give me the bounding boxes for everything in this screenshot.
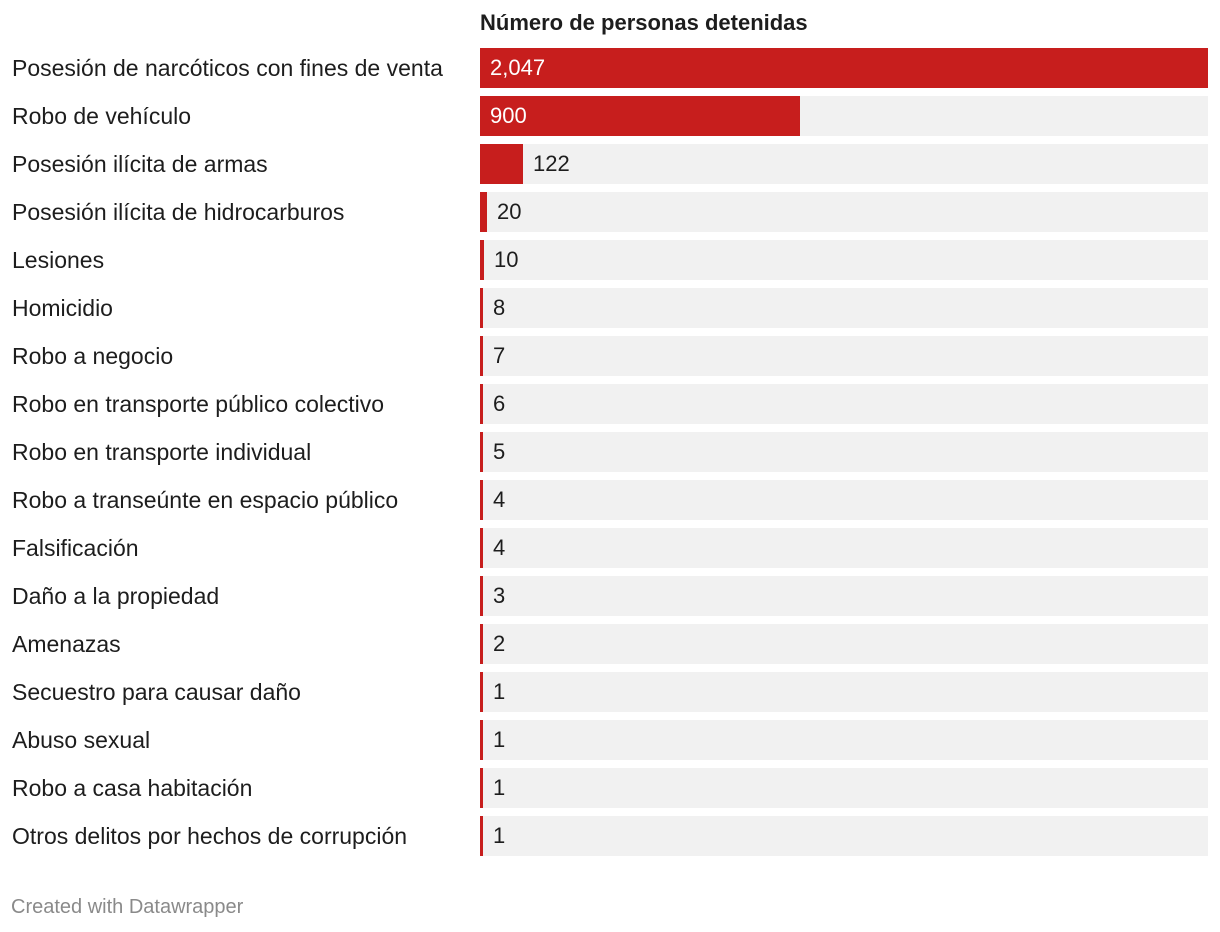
bar-track: 1 [480,720,1208,760]
bar [480,480,483,520]
bar-track: 4 [480,528,1208,568]
value-label: 2,047 [490,55,546,80]
bar [480,624,483,664]
bar-track: 20 [480,192,1208,232]
value-label: 10 [494,247,519,272]
bar [480,48,1208,88]
bar-row: Amenazas 2 [0,624,1220,664]
value-label: 1 [493,727,506,752]
bar-row: Robo de vehículo 900 [0,96,1220,136]
value-label: 3 [493,583,506,608]
category-label: Homicidio [12,295,113,321]
value-label: 2 [493,631,506,656]
category-label: Amenazas [12,631,121,657]
category-label: Robo a casa habitación [12,775,253,801]
bar [480,672,483,712]
bar [480,576,483,616]
value-label: 900 [490,103,527,128]
category-label: Posesión ilícita de armas [12,151,268,177]
category-label: Falsificación [12,535,139,561]
value-label: 122 [533,151,570,176]
bar-track: 1 [480,816,1208,856]
bar [480,528,483,568]
bar-row: Robo a casa habitación 1 [0,768,1220,808]
category-label: Posesión de narcóticos con fines de vent… [12,55,443,81]
bar-row: Robo en transporte público colectivo 6 [0,384,1220,424]
value-label: 4 [493,487,506,512]
bar-row: Abuso sexual 1 [0,720,1220,760]
bar-row: Posesión ilícita de armas 122 [0,144,1220,184]
bar-track: 6 [480,384,1208,424]
footer-credit[interactable]: Created with Datawrapper [11,896,244,918]
bar-track: 1 [480,672,1208,712]
value-label: 1 [493,775,506,800]
bar-row: Robo a transeúnte en espacio público 4 [0,480,1220,520]
bar-row: Posesión de narcóticos con fines de vent… [0,48,1220,88]
bar-track: 2,047 [480,48,1208,88]
bar-track: 8 [480,288,1208,328]
value-label: 8 [493,295,506,320]
bar-track: 900 [480,96,1208,136]
value-label: 4 [493,535,506,560]
category-label: Daño a la propiedad [12,583,220,609]
bar [480,384,483,424]
category-label: Lesiones [12,247,105,273]
bar-track: 5 [480,432,1208,472]
bar-track: 122 [480,144,1208,184]
category-label: Secuestro para causar daño [12,679,301,705]
category-label: Otros delitos por hechos de corrupción [12,823,408,849]
value-label: 7 [493,343,506,368]
category-label: Robo en transporte individual [12,439,312,465]
bar-track: 10 [480,240,1208,280]
bar-track: 7 [480,336,1208,376]
bar [480,720,483,760]
bar [480,816,483,856]
category-label: Robo en transporte público colectivo [12,391,385,417]
value-label: 1 [493,679,506,704]
value-label: 6 [493,391,506,416]
bar [480,192,487,232]
category-label: Abuso sexual [12,727,151,753]
bar [480,768,483,808]
bar-track: 3 [480,576,1208,616]
category-label: Robo a negocio [12,343,174,369]
bar-row: Daño a la propiedad 3 [0,576,1220,616]
bar-track: 1 [480,768,1208,808]
bar-row: Lesiones 10 [0,240,1220,280]
bar [480,336,483,376]
bar-row: Posesión ilícita de hidrocarburos 20 [0,192,1220,232]
bar-track: 2 [480,624,1208,664]
bar-row: Homicidio 8 [0,288,1220,328]
value-label: 5 [493,439,506,464]
value-label: 20 [497,199,522,224]
category-label: Robo a transeúnte en espacio público [12,487,399,513]
bar-row: Falsificación 4 [0,528,1220,568]
category-label: Robo de vehículo [12,103,192,129]
chart-title: Número de personas detenidas [480,10,808,35]
bar [480,240,484,280]
bar-track: 4 [480,480,1208,520]
bar-row: Robo en transporte individual 5 [0,432,1220,472]
bar-row: Otros delitos por hechos de corrupción 1 [0,816,1220,856]
value-label: 1 [493,823,506,848]
bar [480,144,523,184]
bar-row: Robo a negocio 7 [0,336,1220,376]
category-label: Posesión ilícita de hidrocarburos [12,199,345,225]
bar [480,96,800,136]
bar-row: Secuestro para causar daño 1 [0,672,1220,712]
bar [480,432,483,472]
bar [480,288,483,328]
